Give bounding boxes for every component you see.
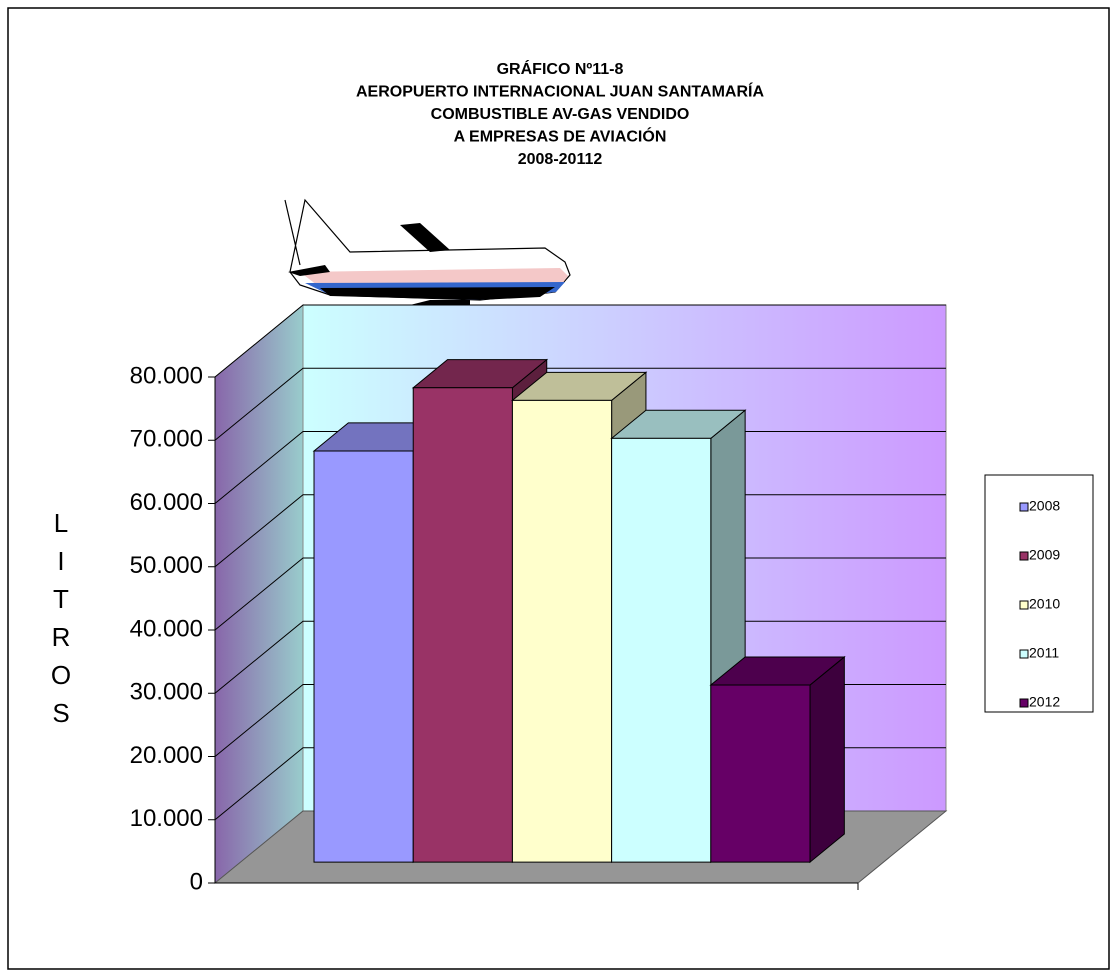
y-tick-label: 0 — [190, 868, 203, 895]
legend-label: 2011 — [1029, 645, 1059, 661]
bar — [611, 437, 712, 863]
chart-title: COMBUSTIBLE AV-GAS VENDIDO — [431, 106, 690, 123]
legend-swatch — [1019, 698, 1029, 708]
legend-label: 2008 — [1029, 498, 1060, 514]
grid-line — [214, 304, 946, 378]
y-tick-label: 20.000 — [130, 742, 203, 769]
legend-swatch — [1019, 600, 1029, 610]
legend-label: 2012 — [1029, 694, 1060, 710]
y-tick-label: 80.000 — [130, 362, 203, 389]
legend-swatch — [1019, 551, 1029, 561]
y-tick-label: 30.000 — [130, 679, 203, 706]
y-axis-label: LITROS — [46, 508, 76, 736]
bar — [511, 399, 613, 863]
bar — [710, 684, 811, 863]
y-tick-label: 50.000 — [130, 552, 203, 579]
y-tick-label: 40.000 — [130, 615, 203, 642]
chart-title: 2008-20112 — [518, 151, 603, 168]
legend-swatch — [1019, 502, 1029, 512]
chart-title: A EMPRESAS DE AVIACIÓN — [454, 127, 667, 146]
legend-box — [984, 474, 1094, 713]
legend-label: 2010 — [1029, 596, 1060, 612]
legend-label: 2009 — [1029, 547, 1060, 563]
bar-side — [809, 655, 845, 864]
bar — [412, 387, 513, 863]
grid-line — [214, 367, 946, 441]
chart-title: AEROPUERTO INTERNACIONAL JUAN SANTAMARÍA — [356, 82, 764, 101]
chart-title: GRÁFICO Nº11-8 — [497, 59, 624, 78]
legend-swatch — [1019, 649, 1029, 659]
y-tick-label: 60.000 — [130, 489, 203, 516]
y-tick-label: 10.000 — [130, 805, 203, 832]
y-tick-label: 70.000 — [130, 426, 203, 453]
frame — [7, 7, 1110, 970]
bar — [313, 450, 414, 863]
